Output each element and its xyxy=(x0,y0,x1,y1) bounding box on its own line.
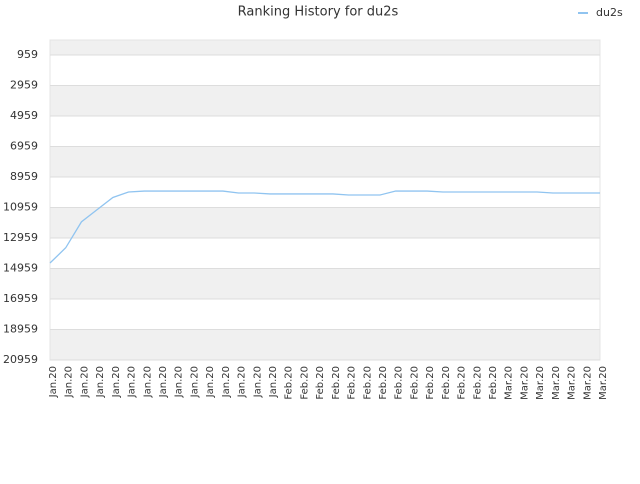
x-tick-label: Feb.20 xyxy=(299,366,310,400)
x-tick-label: Feb.20 xyxy=(315,366,326,400)
grid-band xyxy=(50,146,600,178)
y-tick-label: 959 xyxy=(17,48,38,61)
x-tick-label: Feb.20 xyxy=(457,366,468,400)
y-tick-label: 6959 xyxy=(10,140,38,153)
x-tick-label: Mar.20 xyxy=(519,366,530,400)
x-tick-label: Feb.20 xyxy=(441,366,452,400)
y-tick-label: 18959 xyxy=(3,323,38,336)
y-tick-label: 10959 xyxy=(3,201,38,214)
x-tick-label: Feb.20 xyxy=(425,366,436,400)
y-tick-label: 12959 xyxy=(3,231,38,244)
x-tick-label: Mar.20 xyxy=(598,366,609,400)
x-tick-label: Mar.20 xyxy=(582,366,593,400)
y-tick-label: 20959 xyxy=(3,353,38,366)
line xyxy=(49,190,600,264)
x-tick-label: Jan.20 xyxy=(95,366,106,398)
grid-band xyxy=(50,329,600,360)
x-tick-label: Jan.20 xyxy=(189,366,200,398)
x-tick-label: Mar.20 xyxy=(567,366,578,400)
x-tick-label: Jan.20 xyxy=(111,366,122,398)
x-tick-label: Feb.20 xyxy=(378,366,389,400)
x-tick-label: Jan.20 xyxy=(268,366,279,398)
x-tick-label: Feb.20 xyxy=(488,366,499,400)
chart-title: Ranking History for du2s xyxy=(238,5,399,20)
x-tick-label: Jan.20 xyxy=(221,366,232,398)
x-tick-label: Jan.20 xyxy=(205,366,216,398)
x-tick-label: Jan.20 xyxy=(174,366,185,398)
x-tick-label: Jan.20 xyxy=(158,366,169,398)
y-tick-label: 2959 xyxy=(10,79,38,92)
x-tick-label: Feb.20 xyxy=(347,366,358,400)
x-tick-label: Jan.20 xyxy=(127,366,138,398)
x-tick-label: Feb.20 xyxy=(409,366,420,400)
x-tick-label: Jan.20 xyxy=(48,366,59,398)
x-tick-label: Feb.20 xyxy=(472,366,483,400)
grid-band xyxy=(50,85,600,117)
x-tick-label: Feb.20 xyxy=(284,366,295,400)
x-tick-label: Jan.20 xyxy=(252,366,263,398)
x-tick-label: Mar.20 xyxy=(535,366,546,400)
x-tick-label: Feb.20 xyxy=(362,366,373,400)
x-tick-label: Mar.20 xyxy=(504,366,515,400)
y-tick-label: 14959 xyxy=(3,262,38,275)
legend-label: du2s xyxy=(596,6,623,19)
y-tick-label: 16959 xyxy=(3,292,38,305)
x-tick-label: Jan.20 xyxy=(64,366,75,398)
grid-band xyxy=(50,268,600,300)
x-tick-label: Jan.20 xyxy=(142,366,153,398)
x-tick-label: Jan.20 xyxy=(237,366,248,398)
x-tick-label: Feb.20 xyxy=(394,366,405,400)
x-tick-label: Jan.20 xyxy=(79,366,90,398)
y-tick-label: 8959 xyxy=(10,170,38,183)
x-tick-label: Mar.20 xyxy=(551,366,562,400)
x-tick-label: Feb.20 xyxy=(331,366,342,400)
y-tick-label: 4959 xyxy=(10,109,38,122)
grid-band xyxy=(50,40,600,56)
grid-band xyxy=(50,207,600,239)
